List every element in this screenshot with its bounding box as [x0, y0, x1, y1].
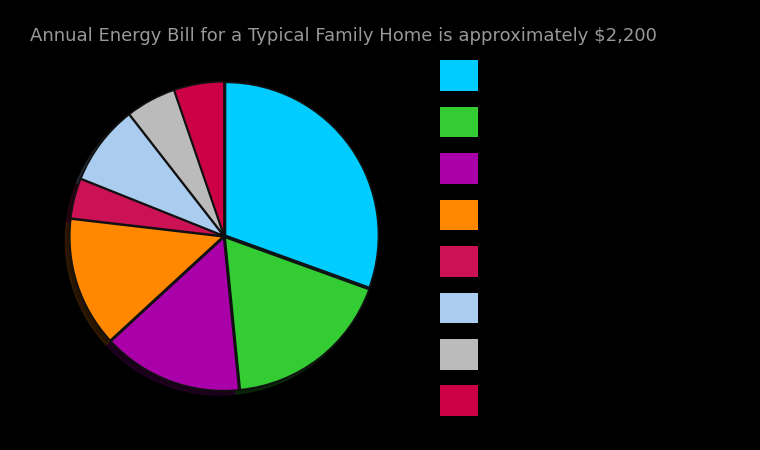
- FancyBboxPatch shape: [439, 107, 478, 137]
- Text: Annual Energy Bill for a Typical Family Home is approximately $2,200: Annual Energy Bill for a Typical Family …: [30, 27, 657, 45]
- FancyBboxPatch shape: [439, 153, 478, 184]
- Text: Refrigeration - 8%: Refrigeration - 8%: [491, 301, 617, 315]
- FancyBboxPatch shape: [439, 292, 478, 323]
- Wedge shape: [174, 82, 224, 235]
- Text: Space Cooling - 17%: Space Cooling - 17%: [491, 115, 634, 129]
- Text: Appliances & Lighting - 13%: Appliances & Lighting - 13%: [491, 208, 686, 222]
- Wedge shape: [226, 82, 378, 288]
- Text: Water Heating - 14%: Water Heating - 14%: [491, 162, 635, 176]
- Wedge shape: [225, 238, 369, 390]
- FancyBboxPatch shape: [439, 385, 478, 416]
- Wedge shape: [70, 219, 223, 340]
- Wedge shape: [81, 115, 223, 235]
- Text: Electronics - 4%: Electronics - 4%: [491, 254, 602, 268]
- Text: Space Heating - 29%: Space Heating - 29%: [491, 68, 636, 83]
- FancyBboxPatch shape: [439, 200, 478, 230]
- Wedge shape: [111, 238, 239, 391]
- FancyBboxPatch shape: [439, 60, 478, 91]
- FancyBboxPatch shape: [439, 339, 478, 369]
- Text: Other - 5%: Other - 5%: [491, 347, 565, 361]
- Wedge shape: [71, 179, 223, 236]
- Text: Washer & Dryer - 5%: Washer & Dryer - 5%: [491, 394, 636, 408]
- Wedge shape: [129, 90, 223, 235]
- FancyBboxPatch shape: [439, 246, 478, 277]
